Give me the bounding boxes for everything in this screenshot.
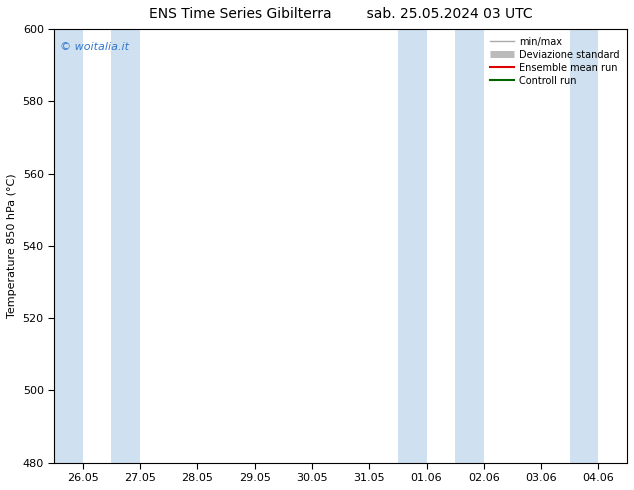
Bar [54,29,83,463]
Bar [398,29,427,463]
Legend: min/max, Deviazione standard, Ensemble mean run, Controll run: min/max, Deviazione standard, Ensemble m… [487,34,622,89]
Bar [112,29,140,463]
Y-axis label: Temperature 850 hPa (°C): Temperature 850 hPa (°C) [7,173,17,318]
Bar [455,29,484,463]
Bar [570,29,598,463]
Text: © woitalia.it: © woitalia.it [60,42,129,52]
Title: ENS Time Series Gibilterra        sab. 25.05.2024 03 UTC: ENS Time Series Gibilterra sab. 25.05.20… [149,7,533,21]
